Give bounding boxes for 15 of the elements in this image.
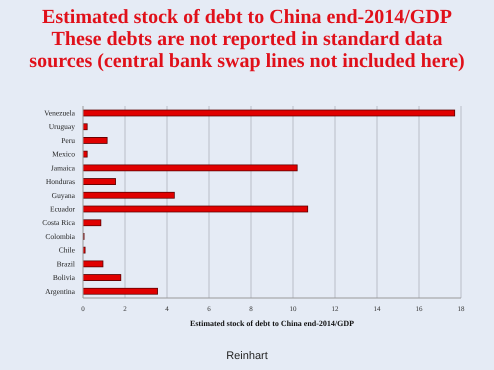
- bar: [83, 219, 102, 226]
- bar: [83, 192, 175, 199]
- chart-title: Estimated stock of debt to China end-2014/GDP: [40, 6, 453, 28]
- x-axis-title: Estimated stock of debt to China end-2014/GDP: [190, 319, 354, 328]
- bar: [83, 178, 116, 185]
- bar: [83, 274, 122, 281]
- bar: [83, 150, 88, 158]
- bar: [83, 164, 298, 172]
- bar: [83, 110, 456, 116]
- chart-subtitle: These debts are not reported in standard data sources (central bank swap lines not included here): [28, 28, 466, 72]
- bar: [83, 137, 108, 144]
- bar: [83, 260, 104, 268]
- text: Reinhart: [225, 350, 269, 362]
- bar: [83, 206, 308, 212]
- bar: [83, 288, 158, 295]
